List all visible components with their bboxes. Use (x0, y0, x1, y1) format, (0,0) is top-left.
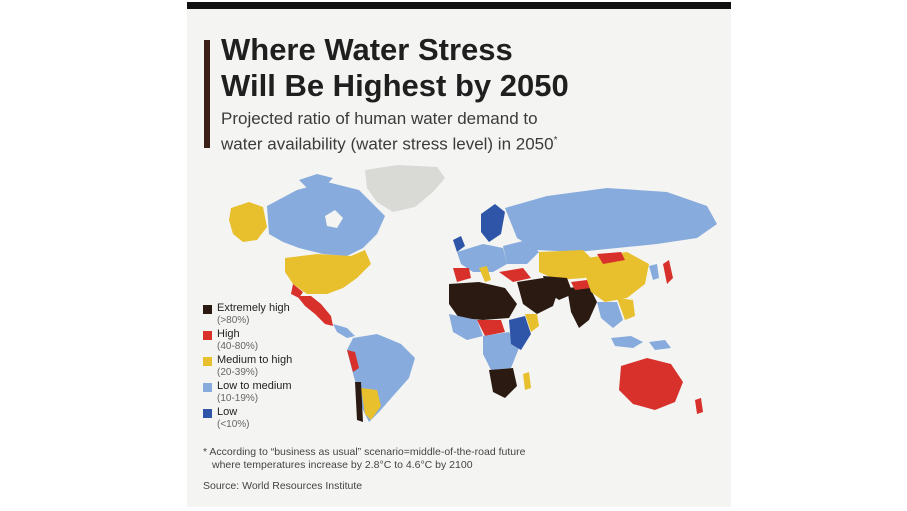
legend-range: (10-19%) (217, 393, 259, 404)
alaska-region (229, 202, 267, 242)
eastern-europe-region (503, 240, 539, 264)
central-africa-region (483, 332, 519, 370)
legend-label: Low (217, 406, 238, 418)
southern-cone-region (361, 388, 381, 420)
india-region (567, 286, 597, 328)
world-water-stress-map (229, 165, 717, 422)
madagascar-region (523, 372, 531, 390)
title-line: Will Be Highest by 2050 (221, 68, 569, 103)
canadian-arctic-region (299, 174, 333, 188)
legend-range: (40-80%) (217, 341, 259, 352)
horn-of-africa-region (525, 314, 539, 332)
title-line: Where Water Stress (221, 32, 513, 67)
title-accent-bar (204, 40, 210, 148)
east-africa-region (509, 316, 531, 350)
legend-label: Extremely high (217, 302, 290, 314)
chile-region (355, 382, 363, 422)
usa-region (285, 250, 371, 294)
korea-region (649, 264, 659, 280)
southeast-asia-region (597, 302, 623, 328)
footnote-line: where temperatures increase by 2.8°C to … (212, 459, 473, 471)
central-america-region (333, 324, 355, 338)
legend-range: (<10%) (217, 419, 250, 430)
turkey-region (499, 268, 531, 282)
russia-region (505, 188, 717, 252)
southern-africa-region (489, 368, 517, 398)
iran-region (543, 276, 573, 300)
us-southwest-region (291, 284, 303, 298)
sahel-region (477, 320, 505, 336)
west-south-america-region (347, 350, 359, 372)
source-credit: Source: World Resources Institute (203, 480, 363, 492)
japan-region (663, 260, 673, 284)
legend-label: Low to medium (217, 380, 292, 392)
china-region (585, 252, 649, 302)
himalaya-region (571, 280, 591, 290)
legend-swatch (203, 305, 212, 314)
new-zealand-region (695, 398, 703, 414)
legend-swatch (203, 409, 212, 418)
mongolia-region (597, 252, 625, 264)
indonesia-region (611, 336, 643, 348)
central-asia-region (539, 250, 597, 280)
subtitle-line: Projected ratio of human water demand to (221, 109, 538, 128)
australia-region (619, 358, 683, 410)
uk-region (453, 236, 465, 252)
italy-region (479, 266, 491, 282)
legend-swatch (203, 357, 212, 366)
infographic-card: Where Water Stress Will Be Highest by 20… (187, 2, 731, 507)
indochina-region (617, 298, 635, 320)
map-subtitle: Projected ratio of human water demand to… (221, 108, 701, 156)
legend-label: Medium to high (217, 354, 293, 366)
greenland-region (365, 165, 445, 212)
scandinavia-region (481, 204, 505, 242)
western-europe-region (457, 244, 507, 272)
hudson-bay-region (325, 210, 343, 228)
legend-range: (>80%) (217, 315, 250, 326)
north-africa-region (449, 282, 517, 320)
subtitle-line: water availability (water stress level) … (221, 134, 554, 154)
iberia-region (453, 268, 471, 282)
legend-range: (20-39%) (217, 367, 259, 378)
legend-swatch (203, 383, 212, 392)
new-guinea-region (649, 340, 671, 350)
legend-label: High (217, 328, 240, 340)
mexico-region (297, 296, 333, 326)
footnote: * According to “business as usual” scena… (203, 446, 525, 472)
top-border (187, 2, 731, 9)
subtitle-footnote-marker: * (553, 135, 558, 146)
legend-swatch (203, 331, 212, 340)
map-title: Where Water Stress Will Be Highest by 20… (221, 32, 701, 104)
footnote-line: * According to “business as usual” scena… (203, 446, 526, 458)
west-africa-region (449, 314, 483, 340)
